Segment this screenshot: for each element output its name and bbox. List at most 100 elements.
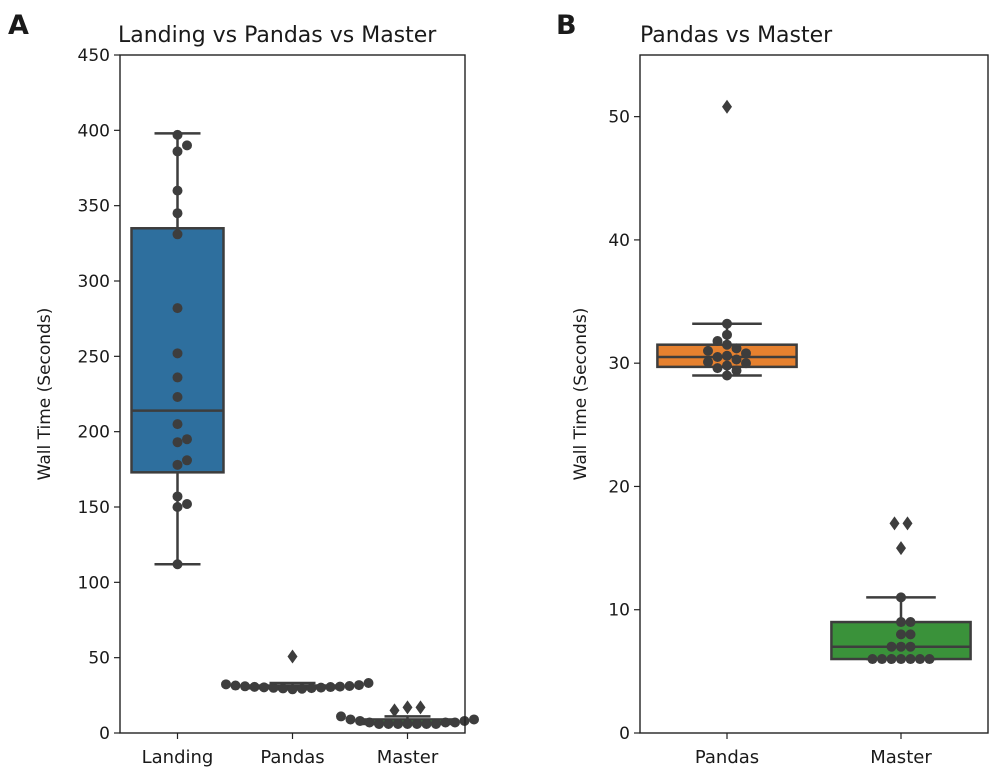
swarm-point xyxy=(172,229,183,240)
swarm-point xyxy=(182,498,192,509)
swarm-point xyxy=(172,502,183,512)
y-tick-label: 400 xyxy=(78,121,110,141)
y-tick-label: 200 xyxy=(78,423,110,443)
box-iqr xyxy=(830,620,972,661)
swarm-point xyxy=(886,654,897,665)
swarm-point xyxy=(336,711,346,722)
swarm-point xyxy=(287,684,298,695)
swarm-point xyxy=(450,717,460,728)
swarm-point xyxy=(172,303,183,314)
swarm-point xyxy=(259,682,269,693)
y-tick-label: 150 xyxy=(78,498,110,518)
x-tick-label: Master xyxy=(377,747,439,768)
swarm-point xyxy=(297,683,307,694)
swarm-point xyxy=(172,129,183,140)
swarm-point xyxy=(712,335,723,346)
y-tick-label: 10 xyxy=(608,601,630,621)
swarm-point xyxy=(172,185,183,196)
swarm-point xyxy=(335,681,345,692)
swarm-point xyxy=(182,434,192,445)
y-tick-label: 30 xyxy=(608,354,630,374)
y-tick-label: 40 xyxy=(608,231,630,251)
x-tick-label: Pandas xyxy=(695,747,759,768)
swarm-point xyxy=(172,491,183,502)
swarm-point xyxy=(268,682,279,693)
box-master xyxy=(830,516,972,665)
swarm-point xyxy=(924,654,935,665)
swarm-point xyxy=(877,654,887,665)
swarm-point xyxy=(896,617,906,628)
swarm-point xyxy=(867,654,878,665)
swarm-point xyxy=(469,714,479,725)
flier-point xyxy=(402,700,413,715)
y-tick-label: 350 xyxy=(78,197,110,217)
flier-point xyxy=(889,516,900,531)
swarm-point xyxy=(344,680,355,691)
swarm-point xyxy=(431,718,441,729)
swarm-point xyxy=(722,370,732,381)
y-tick-label: 0 xyxy=(99,724,110,744)
box-pandas xyxy=(221,649,374,695)
swarm-point xyxy=(316,682,326,693)
x-tick-label: Landing xyxy=(142,747,214,768)
swarm-point xyxy=(221,679,231,690)
panel-a: A Landing vs Pandas vs Master 0 50 100 150 200… xyxy=(8,10,479,768)
chart-title: Landing vs Pandas vs Master xyxy=(118,23,437,48)
swarm-point xyxy=(722,360,732,371)
swarm-point xyxy=(731,365,742,376)
swarm-point xyxy=(712,352,723,363)
box-pandas xyxy=(656,99,798,381)
swarm-point xyxy=(363,677,374,688)
plot-frame xyxy=(639,54,989,734)
y-tick-label: 50 xyxy=(88,649,110,669)
panel-label: A xyxy=(8,10,29,41)
swarm-point xyxy=(905,629,916,640)
x-tick-label: Pandas xyxy=(260,747,324,768)
swarm-point xyxy=(712,363,723,374)
plot-frame xyxy=(119,54,466,734)
y-tick-label: 300 xyxy=(78,272,110,292)
y-tick-label: 50 xyxy=(608,108,630,128)
swarm-point xyxy=(731,343,742,354)
swarm-point xyxy=(345,714,356,725)
flier-point xyxy=(902,516,913,531)
swarm-point xyxy=(306,683,317,694)
swarm-point xyxy=(421,718,432,729)
swarm-point xyxy=(886,641,897,652)
y-tick-label: 0 xyxy=(619,724,630,744)
flier-point xyxy=(896,541,906,556)
panel-label: B xyxy=(556,10,577,41)
swarm-point xyxy=(393,718,403,729)
swarm-point xyxy=(172,372,183,383)
swarm-point xyxy=(905,641,916,652)
x-tick-label: Master xyxy=(870,747,932,768)
swarm-point xyxy=(172,392,183,403)
flier-point xyxy=(287,649,298,664)
swarm-point xyxy=(905,617,916,628)
swarm-point xyxy=(722,339,732,350)
swarm-point xyxy=(905,654,916,665)
swarm-point xyxy=(374,718,384,729)
swarm-point xyxy=(172,146,183,157)
y-tick-label: 100 xyxy=(78,573,110,593)
chart-title: Pandas vs Master xyxy=(640,23,833,48)
y-tick-label: 250 xyxy=(78,347,110,367)
swarm-point xyxy=(355,715,365,726)
swarm-point xyxy=(402,718,413,729)
swarm-point xyxy=(172,348,183,359)
swarm-point xyxy=(172,208,183,219)
swarm-point xyxy=(230,680,241,691)
swarm-point xyxy=(325,682,336,693)
swarm-point xyxy=(731,354,742,365)
y-axis-label: Wall Time (Seconds) xyxy=(571,308,591,481)
swarm-point xyxy=(896,641,906,652)
swarm-point xyxy=(722,329,732,340)
swarm-point xyxy=(440,717,451,728)
flier-point xyxy=(389,703,400,718)
swarm-point xyxy=(896,629,906,640)
swarm-point xyxy=(722,318,732,329)
swarm-point xyxy=(741,358,751,369)
y-tick-label: 20 xyxy=(608,477,630,497)
y-tick-label: 450 xyxy=(78,46,110,66)
